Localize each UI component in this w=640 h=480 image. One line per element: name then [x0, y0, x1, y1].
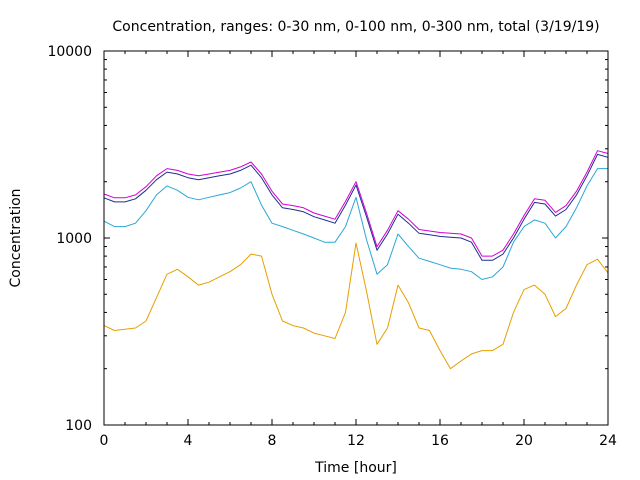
y-tick-label: 1000: [56, 231, 92, 247]
x-tick-label: 24: [599, 433, 617, 449]
chart-title: Concentration, ranges: 0-30 nm, 0-100 nm…: [112, 19, 599, 35]
y-tick-label: 10000: [47, 44, 92, 60]
series-line-0-100-nm: [103, 168, 608, 280]
x-tick-label: 20: [515, 433, 533, 449]
y-axis-title: Concentration: [8, 188, 24, 287]
series-layer: [103, 150, 609, 370]
x-tick-label: 4: [184, 433, 193, 449]
x-tick-label: 0: [100, 433, 109, 449]
x-tick-label: 8: [268, 433, 277, 449]
x-tick-label: 16: [431, 433, 449, 449]
x-tick-label: 12: [347, 433, 365, 449]
series-line-total: [103, 150, 609, 257]
y-tick-label: 100: [65, 418, 92, 434]
series-line-0-30-nm: [103, 242, 609, 370]
series-line-0-300-nm: [103, 153, 609, 261]
axis-layer: 0 4 8 12 16 20 24 100 1000 10000: [47, 44, 617, 449]
x-axis-title: Time [hour]: [314, 460, 397, 476]
